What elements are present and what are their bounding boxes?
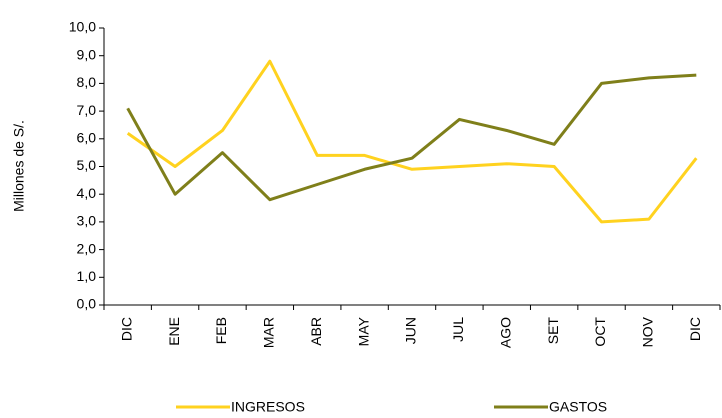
x-tick-label: SET: [545, 317, 561, 345]
y-tick-label: 7,0: [77, 102, 97, 118]
x-tick-label: ENE: [166, 317, 182, 346]
x-tick-label: AGO: [497, 317, 513, 348]
x-tick-label: JUL: [450, 317, 466, 342]
y-tick-label: 6,0: [77, 130, 97, 146]
y-axis-label: Millones de S/.: [11, 120, 27, 212]
y-tick-label: 8,0: [77, 74, 97, 90]
legend-label: GASTOS: [549, 399, 607, 415]
y-tick-label: 10,0: [69, 19, 96, 35]
series-line: [126, 73, 697, 202]
x-tick-label: OCT: [592, 317, 608, 347]
x-tick-label: MAY: [355, 316, 371, 346]
y-tick-label: 9,0: [77, 46, 97, 62]
x-tick-label: DIC: [687, 317, 703, 341]
legend-label: INGRESOS: [231, 399, 305, 415]
x-tick-label: FEB: [213, 317, 229, 344]
x-tick-label: JUN: [403, 317, 419, 344]
x-tick-label: DIC: [118, 317, 134, 341]
y-tick-label: 2,0: [77, 240, 97, 256]
y-tick-label: 3,0: [77, 213, 97, 229]
x-tick-label: ABR: [308, 317, 324, 346]
y-tick-label: 5,0: [77, 157, 97, 173]
y-tick-label: 4,0: [77, 185, 97, 201]
series-line: [126, 59, 698, 224]
x-tick-label: MAR: [261, 317, 277, 348]
y-tick-label: 0,0: [77, 296, 97, 312]
y-tick-label: 1,0: [77, 268, 97, 284]
x-tick-label: NOV: [640, 316, 656, 347]
